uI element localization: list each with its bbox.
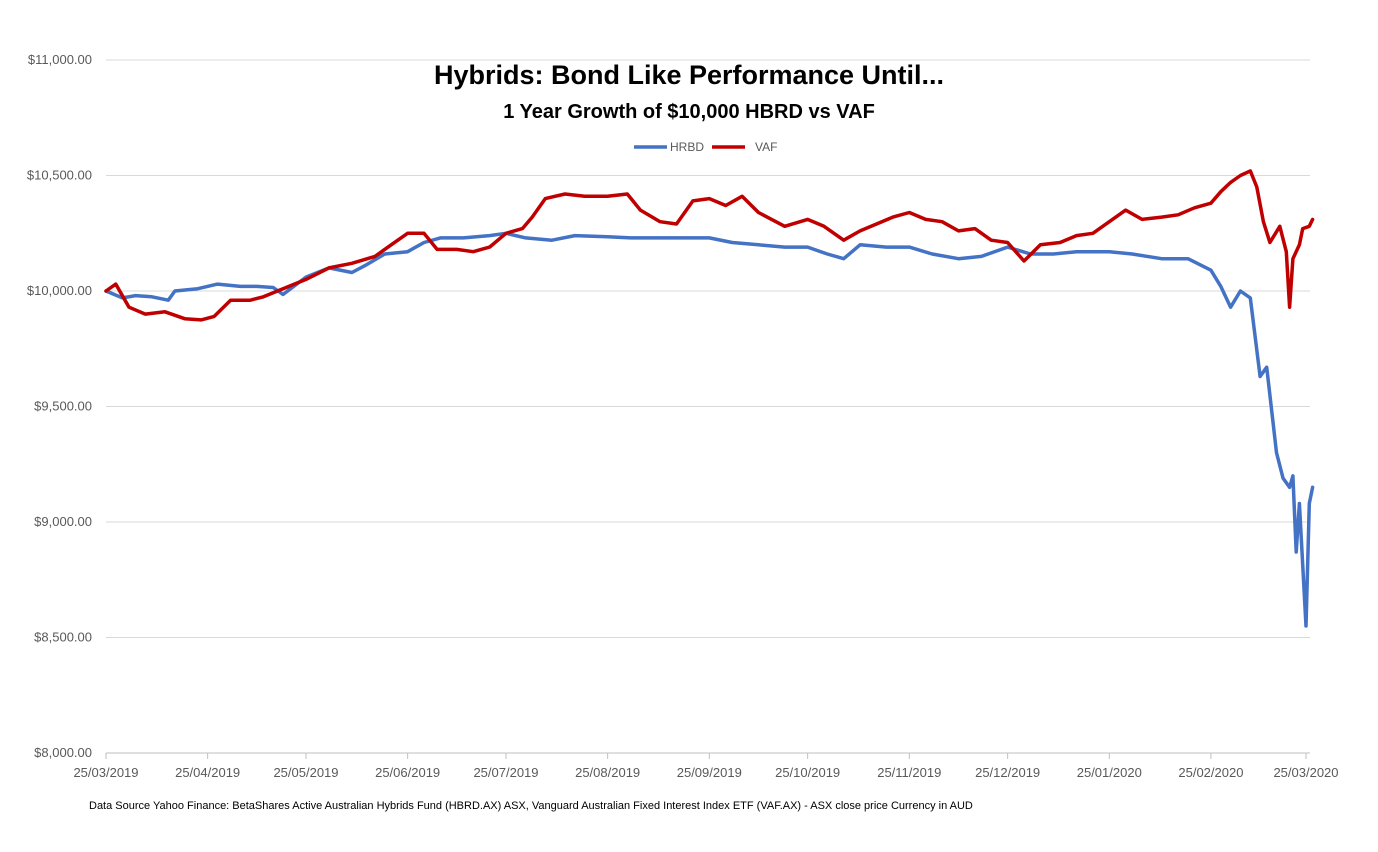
legend-label: HRBD: [670, 140, 704, 154]
x-tick-label: 25/10/2019: [775, 765, 840, 780]
x-tick-label: 25/04/2019: [175, 765, 240, 780]
chart-title: Hybrids: Bond Like Performance Until...: [434, 60, 944, 90]
y-tick-label: $8,000.00: [34, 745, 92, 760]
y-tick-label: $8,500.00: [34, 630, 92, 645]
data-source-note: Data Source Yahoo Finance: BetaShares Ac…: [89, 800, 973, 812]
x-tick-label: 25/02/2020: [1178, 765, 1243, 780]
x-axis-ticks: 25/03/2019 25/04/2019 25/05/2019 25/06/2019…: [73, 753, 1339, 780]
x-tick-label: 25/08/2019: [575, 765, 640, 780]
x-tick-label: 25/03/2020: [1273, 765, 1338, 780]
gridlines: [106, 59, 1310, 638]
series-lines: [104, 169, 1315, 628]
x-tick-label: 25/09/2019: [677, 765, 742, 780]
y-tick-label: $9,500.00: [34, 399, 92, 414]
x-tick-label: 25/07/2019: [473, 765, 538, 780]
legend: HRBD VAF: [634, 140, 777, 154]
x-tick-label: 25/01/2020: [1077, 765, 1142, 780]
x-tick-label: 25/05/2019: [273, 765, 338, 780]
series-line-hrbd: [104, 231, 1315, 628]
chart-subtitle: 1 Year Growth of $10,000 HBRD vs VAF: [503, 101, 875, 123]
x-tick-label: 25/11/2019: [877, 765, 941, 780]
y-tick-label: $11,000.00: [28, 52, 92, 67]
y-tick-label: $9,000.00: [34, 514, 92, 529]
series-line-vaf: [104, 169, 1315, 322]
y-axis-ticks: $8,000.00 $8,500.00 $9,000.00 $9,500.00 $10,…: [27, 52, 92, 760]
y-tick-label: $10,500.00: [27, 168, 92, 183]
x-tick-label: 25/03/2019: [73, 765, 138, 780]
y-tick-label: $10,000.00: [27, 283, 92, 298]
x-tick-label: 25/06/2019: [375, 765, 440, 780]
legend-label: VAF: [755, 140, 777, 154]
x-tick-label: 25/12/2019: [975, 765, 1040, 780]
